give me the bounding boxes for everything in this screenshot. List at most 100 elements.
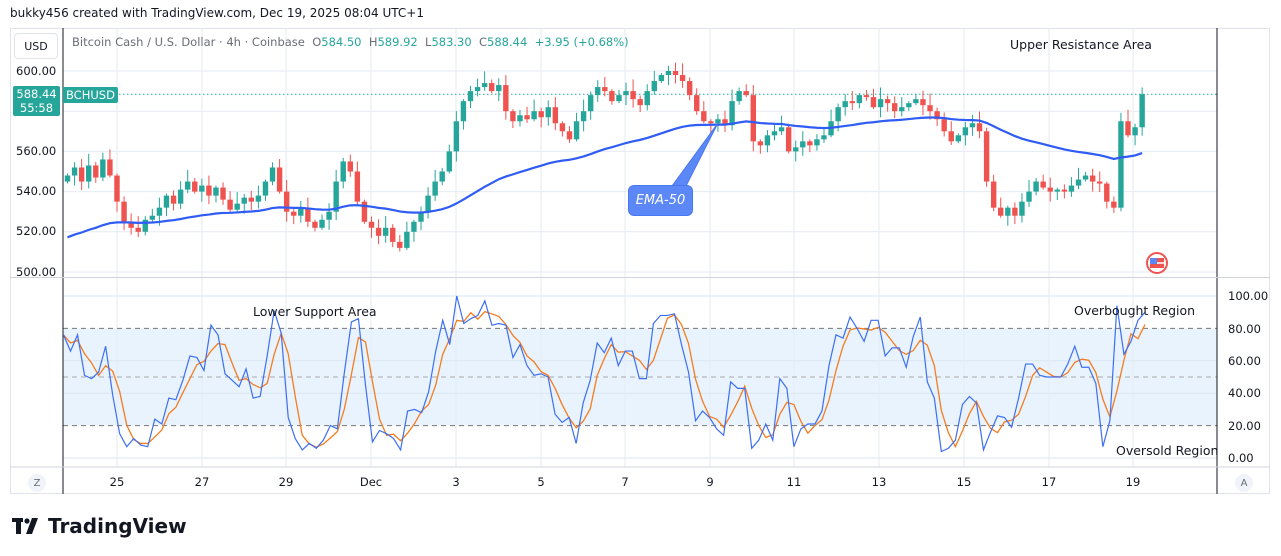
candle-up bbox=[439, 171, 445, 182]
time-axis-label: 19 bbox=[1125, 475, 1141, 489]
candle-up bbox=[319, 219, 325, 228]
candle-up bbox=[1139, 94, 1145, 128]
symbol-description[interactable]: Bitcoin Cash / U.S. Dollar · 4h · Coinba… bbox=[72, 35, 305, 49]
currency-button[interactable]: USD bbox=[14, 33, 58, 59]
candle-down bbox=[849, 101, 855, 104]
candle-up bbox=[149, 215, 156, 220]
candle-down bbox=[114, 175, 120, 202]
candle-down bbox=[1012, 207, 1018, 216]
time-axis-label: 13 bbox=[871, 475, 887, 489]
time-axis-label: 17 bbox=[1041, 475, 1057, 489]
stoch-axis-label: 0.00 bbox=[1228, 451, 1254, 465]
candle-up bbox=[1068, 185, 1075, 192]
candle-up bbox=[269, 167, 276, 182]
candle-down bbox=[941, 119, 947, 132]
candle-up bbox=[425, 195, 431, 212]
low-label: L bbox=[425, 35, 432, 49]
candle-down bbox=[884, 99, 891, 104]
candle-down bbox=[107, 159, 113, 176]
time-axis-label: 9 bbox=[706, 475, 714, 489]
candle-down bbox=[686, 81, 693, 96]
candle-down bbox=[312, 221, 318, 228]
stoch-axis-label: 40.00 bbox=[1228, 386, 1261, 400]
zoom-reset-button[interactable]: Z bbox=[28, 474, 46, 492]
candle-up bbox=[1118, 121, 1124, 208]
candle-up bbox=[665, 71, 672, 76]
candle-down bbox=[206, 185, 212, 196]
candle-up bbox=[100, 159, 106, 178]
candle-down bbox=[672, 71, 679, 76]
lower-support-note[interactable]: Lower Support Area bbox=[253, 304, 377, 319]
symbol-tag: BCHUSD bbox=[63, 87, 118, 103]
candle-up bbox=[1132, 127, 1138, 136]
candle-down bbox=[291, 211, 297, 216]
oversold-note[interactable]: Oversold Region bbox=[1116, 443, 1219, 458]
candle-down bbox=[1104, 183, 1110, 202]
candle-up bbox=[298, 207, 304, 216]
close-label: C bbox=[479, 35, 488, 49]
candle-down bbox=[1061, 189, 1068, 192]
candle-up bbox=[142, 219, 148, 232]
stoch-axis-label: 80.00 bbox=[1228, 322, 1261, 336]
stoch-d-line bbox=[63, 310, 1146, 449]
candle-down bbox=[354, 171, 361, 202]
bar-countdown: 55:58 bbox=[19, 101, 54, 115]
ema-callout[interactable]: EMA-50 bbox=[628, 185, 693, 216]
chart-credit: bukky456 created with TradingView.com, D… bbox=[10, 6, 424, 20]
candle-up bbox=[771, 131, 778, 136]
auto-scale-button[interactable]: A bbox=[1235, 474, 1253, 492]
candle-up bbox=[467, 91, 474, 102]
candle-down bbox=[390, 227, 396, 242]
upper-resistance-note[interactable]: Upper Resistance Area bbox=[1010, 37, 1152, 52]
candle-down bbox=[1125, 121, 1131, 136]
candle-down bbox=[375, 227, 382, 236]
chart-frame bbox=[10, 28, 1270, 494]
candle-down bbox=[757, 141, 764, 146]
candle-down bbox=[93, 165, 99, 178]
candle-down bbox=[1111, 201, 1117, 208]
candle-up bbox=[531, 111, 537, 120]
candle-up bbox=[255, 195, 262, 202]
candle-up bbox=[856, 95, 863, 104]
candle-up bbox=[969, 123, 976, 128]
high-label: H bbox=[368, 35, 378, 49]
open-label: O bbox=[312, 35, 322, 49]
overbought-note[interactable]: Overbought Region bbox=[1074, 303, 1196, 318]
candle-down bbox=[1040, 181, 1046, 188]
time-axis-label: 5 bbox=[537, 475, 545, 489]
stoch-axis-label: 60.00 bbox=[1228, 354, 1261, 368]
candle-up bbox=[199, 185, 205, 192]
candle-up bbox=[411, 221, 417, 232]
candle-up bbox=[517, 115, 523, 122]
time-axis-label: 15 bbox=[956, 475, 972, 489]
stoch-k-line bbox=[62, 295, 1146, 453]
candle-up bbox=[262, 181, 269, 196]
change-value: +3.95 (+0.68%) bbox=[534, 35, 629, 49]
symbol-legend: Bitcoin Cash / U.S. Dollar · 4h · Coinba… bbox=[72, 35, 629, 49]
last-price-tag: 588.44 55:58 bbox=[13, 86, 60, 116]
price-axis-label: 540.00 bbox=[16, 184, 57, 198]
candle-down bbox=[976, 123, 983, 132]
candle-up bbox=[1019, 201, 1025, 216]
ema-callout-pointer bbox=[671, 122, 719, 187]
candle-up bbox=[877, 99, 884, 108]
time-axis-label: Dec bbox=[359, 475, 383, 489]
candle-up bbox=[587, 95, 594, 112]
candle-up bbox=[86, 165, 92, 182]
candle-down bbox=[708, 121, 714, 124]
candle-down bbox=[637, 99, 643, 106]
candle-down bbox=[283, 191, 290, 212]
candle-up bbox=[842, 101, 848, 108]
candle-down bbox=[927, 105, 933, 112]
candle-up bbox=[736, 91, 742, 102]
candle-down bbox=[510, 111, 516, 122]
candle-up bbox=[382, 227, 389, 236]
candle-up bbox=[460, 101, 467, 122]
candle-up bbox=[715, 119, 721, 124]
candle-up bbox=[800, 141, 806, 148]
candle-down bbox=[524, 115, 530, 120]
candle-up bbox=[333, 181, 339, 212]
candle-down bbox=[743, 91, 749, 96]
candle-down bbox=[128, 221, 134, 228]
